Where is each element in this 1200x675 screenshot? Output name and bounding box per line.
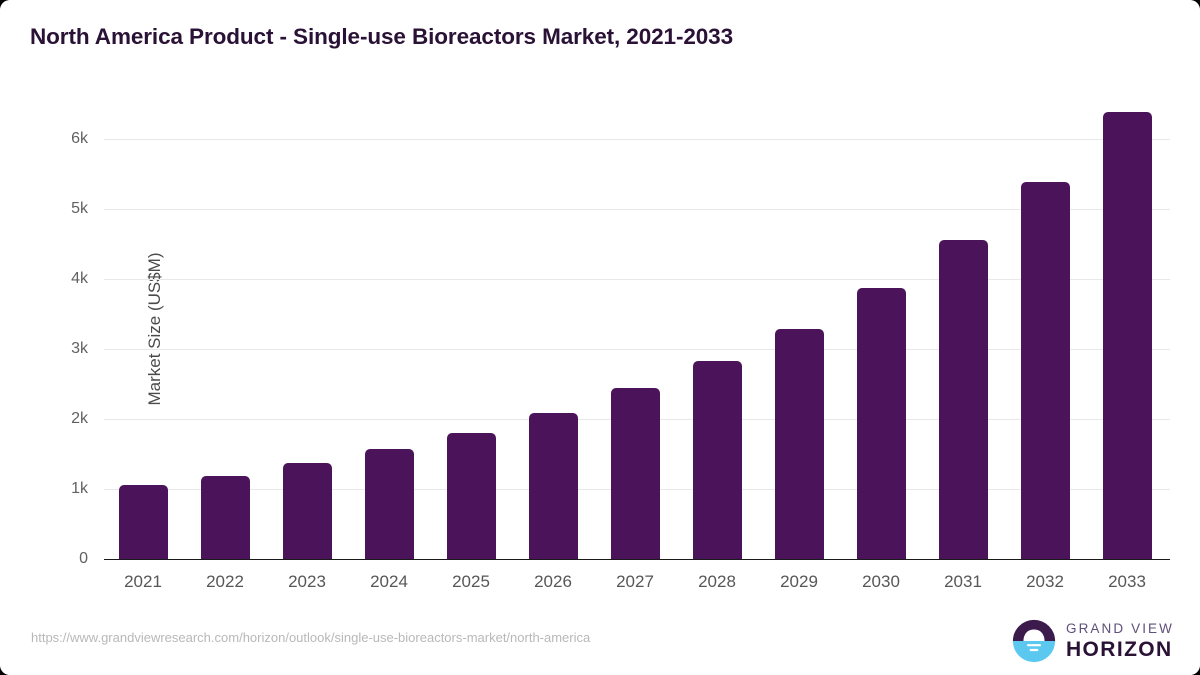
corner-mask-bottom-right (1178, 653, 1200, 675)
bar-2032[interactable] (1020, 181, 1070, 559)
bar-2033[interactable] (1102, 111, 1152, 559)
brand-name-grand-view: GRAND VIEW (1065, 621, 1174, 637)
x-tick-label-2029: 2029 (780, 572, 818, 591)
bar-series (104, 100, 1170, 559)
y-tick-label: 0 (79, 549, 88, 567)
bar-2026[interactable] (528, 413, 578, 559)
x-tick-label-2027: 2027 (616, 572, 654, 591)
brand-name-horizon: HORIZON (1065, 637, 1173, 661)
bar-2028[interactable] (692, 361, 742, 559)
y-tick-label: 4k (71, 269, 88, 287)
x-tick-label-2022: 2022 (206, 572, 244, 591)
gridline-5k (104, 208, 1170, 210)
x-axis-line (104, 558, 1170, 561)
x-tick-label-2024: 2024 (370, 572, 408, 591)
horizon-logo-icon (1012, 619, 1056, 663)
y-tick-label: 2k (71, 409, 88, 427)
y-tick-label: 5k (71, 199, 88, 217)
y-tick-label: 3k (71, 339, 88, 357)
brand-logo-text: GRAND VIEW HORIZON (1066, 622, 1174, 660)
x-tick-label-2025: 2025 (452, 572, 490, 591)
y-tick-label: 6k (71, 129, 88, 147)
source-url-label: https://www.grandviewresearch.com/horizo… (31, 630, 591, 645)
bar-2024[interactable] (364, 448, 414, 559)
corner-mask-top-right (1178, 0, 1200, 22)
brand-logo: GRAND VIEW HORIZON (1012, 618, 1174, 664)
x-tick-label-2032: 2032 (1026, 572, 1064, 591)
x-tick-label-2033: 2033 (1108, 572, 1146, 591)
bar-2025[interactable] (446, 432, 496, 559)
x-tick-label-2023: 2023 (288, 572, 326, 591)
x-tick-label-2026: 2026 (534, 572, 572, 591)
bar-2023[interactable] (282, 463, 332, 559)
corner-mask-bottom-left (0, 653, 22, 675)
x-tick-label-2021: 2021 (124, 572, 162, 591)
x-tick-label-2030: 2030 (862, 572, 900, 591)
bar-2029[interactable] (774, 328, 824, 559)
corner-mask-top-left (0, 0, 22, 22)
gridline-6k (104, 138, 1170, 140)
y-tick-label: 1k (71, 479, 88, 497)
bar-2030[interactable] (856, 288, 906, 559)
page-title: North America Product - Single-use Biore… (30, 24, 734, 49)
gridline-3k (104, 348, 1170, 350)
gridline-4k (104, 278, 1170, 280)
bar-2021[interactable] (118, 485, 168, 559)
bar-2027[interactable] (610, 388, 660, 559)
x-tick-label-2028: 2028 (698, 572, 736, 591)
bar-2022[interactable] (200, 475, 250, 559)
bar-2031[interactable] (938, 240, 988, 559)
x-tick-label-2031: 2031 (944, 572, 982, 591)
